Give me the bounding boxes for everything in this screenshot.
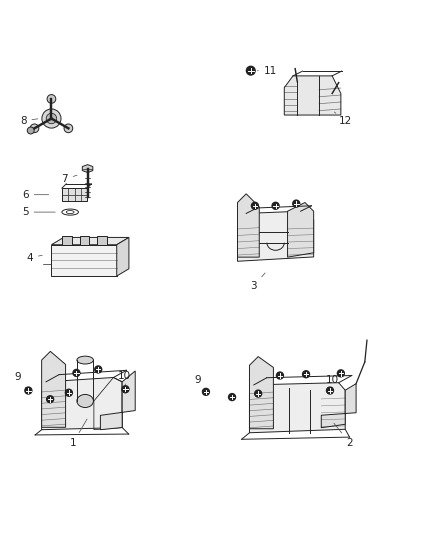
Circle shape [303,371,310,378]
Bar [97,236,107,245]
Polygon shape [288,203,314,257]
Polygon shape [237,211,314,261]
Text: 4: 4 [26,253,42,263]
Text: 11: 11 [258,66,277,76]
Polygon shape [51,237,129,245]
Circle shape [122,386,129,393]
Text: 2: 2 [334,423,353,448]
Circle shape [254,390,261,397]
Circle shape [25,387,32,394]
Circle shape [73,369,80,376]
Circle shape [64,124,73,133]
Circle shape [326,387,333,394]
Polygon shape [250,383,345,433]
Text: 8: 8 [20,116,38,126]
Polygon shape [42,351,66,427]
Circle shape [293,200,300,207]
Polygon shape [117,237,129,276]
Text: 1: 1 [70,419,87,448]
Polygon shape [284,76,341,115]
Circle shape [202,389,209,395]
Polygon shape [42,377,122,430]
Circle shape [30,124,39,133]
Circle shape [276,372,283,379]
Bar [80,236,89,245]
Polygon shape [100,371,135,430]
Text: 10: 10 [325,375,339,389]
Polygon shape [62,188,87,201]
Circle shape [27,127,34,134]
Circle shape [272,203,279,209]
Text: 3: 3 [251,273,265,291]
Polygon shape [82,165,93,173]
Circle shape [42,109,61,128]
Polygon shape [237,194,259,257]
Text: 9: 9 [14,373,26,389]
Text: 9: 9 [194,375,206,391]
Polygon shape [250,357,273,429]
Circle shape [46,114,57,124]
Text: 7: 7 [61,174,77,184]
Polygon shape [51,245,117,276]
Ellipse shape [77,356,93,364]
Text: 10: 10 [117,371,131,385]
Bar [62,236,72,245]
Circle shape [251,203,258,209]
Text: 12: 12 [334,112,352,126]
Polygon shape [321,384,356,428]
Circle shape [65,389,72,396]
Circle shape [337,370,344,377]
Circle shape [47,396,53,403]
Circle shape [229,393,236,400]
Text: 6: 6 [22,190,49,200]
Circle shape [95,366,102,373]
Ellipse shape [77,394,93,408]
Circle shape [247,66,255,75]
Text: 5: 5 [22,207,55,217]
Circle shape [47,94,56,103]
